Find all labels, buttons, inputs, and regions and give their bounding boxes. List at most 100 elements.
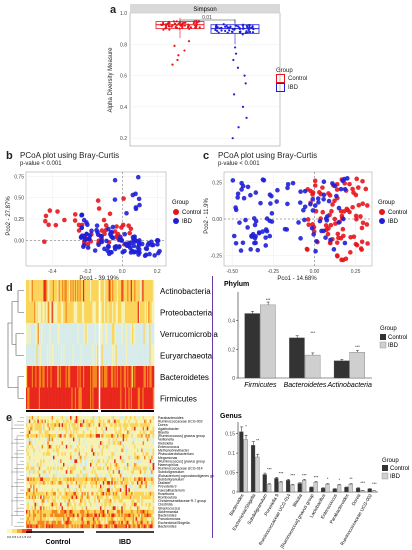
heatmap-cell bbox=[72, 455, 75, 460]
heatmap-cell bbox=[87, 524, 89, 529]
heatmap-cell bbox=[141, 462, 143, 467]
heatmap-cell bbox=[108, 462, 111, 467]
ibd-point bbox=[235, 195, 240, 200]
heatmap-cell bbox=[136, 499, 139, 503]
heatmap-cell bbox=[131, 366, 134, 388]
heatmap-cell bbox=[115, 473, 118, 478]
ibd-point bbox=[85, 245, 91, 250]
heatmap-cell bbox=[71, 477, 74, 482]
heatmap-cell bbox=[36, 301, 38, 323]
heatmap-cell bbox=[47, 452, 50, 456]
heatmap-cell bbox=[34, 416, 37, 420]
heatmap-cell bbox=[148, 437, 151, 442]
heatmap-cell bbox=[109, 323, 112, 345]
ibd-point bbox=[252, 222, 258, 228]
heatmap-cell bbox=[144, 323, 147, 345]
heatmap-cell bbox=[94, 430, 96, 435]
heatmap-cell bbox=[139, 452, 142, 456]
heatmap-cell bbox=[78, 520, 81, 525]
heatmap-cell bbox=[28, 416, 31, 420]
heatmap-cell bbox=[93, 323, 95, 345]
heatmap-cell bbox=[138, 484, 141, 489]
heatmap-cell bbox=[142, 506, 145, 511]
heatmap-cell bbox=[47, 419, 50, 424]
heatmap-cell bbox=[30, 491, 32, 496]
heatmap-cell bbox=[118, 444, 121, 449]
heatmap-cell bbox=[38, 441, 41, 446]
heatmap-cell bbox=[118, 477, 121, 482]
heatmap-cell bbox=[88, 448, 91, 453]
heatmap-cell bbox=[81, 488, 84, 493]
heatmap-cell bbox=[70, 323, 72, 345]
heatmap-cell bbox=[50, 455, 52, 460]
heatmap-cell bbox=[37, 513, 40, 518]
heatmap-cell bbox=[132, 491, 135, 496]
heatmap-cell bbox=[54, 441, 57, 446]
heatmap-cell bbox=[67, 491, 69, 496]
heatmap-cell bbox=[131, 419, 133, 424]
heatmap-cell bbox=[128, 462, 131, 467]
heatmap-cell bbox=[147, 387, 149, 409]
heatmap-cell bbox=[102, 477, 105, 482]
heatmap-cell bbox=[121, 481, 124, 485]
heatmap-cell bbox=[128, 301, 130, 323]
heatmap-cell bbox=[149, 344, 151, 366]
heatmap-cell bbox=[121, 323, 123, 345]
heatmap-cell bbox=[142, 491, 145, 496]
heatmap-cell bbox=[44, 524, 47, 529]
heatmap-cell bbox=[132, 466, 135, 471]
heatmap-cell bbox=[50, 434, 52, 438]
heatmap-cell bbox=[92, 491, 95, 496]
heatmap-cell bbox=[134, 520, 136, 525]
heatmap-cell bbox=[90, 488, 92, 493]
heatmap-cell bbox=[114, 344, 116, 366]
heatmap-cell bbox=[52, 280, 55, 302]
heatmap-cell bbox=[146, 509, 149, 514]
control-bar bbox=[239, 431, 244, 493]
heatmap-cell bbox=[124, 448, 126, 453]
heatmap-cell bbox=[92, 366, 94, 388]
heatmap-cell bbox=[47, 441, 50, 446]
heatmap-cell bbox=[78, 434, 81, 438]
heatmap-cell bbox=[99, 491, 102, 496]
heatmap-cell bbox=[48, 455, 51, 460]
heatmap-cell bbox=[87, 434, 89, 438]
heatmap-cell bbox=[119, 509, 122, 514]
heatmap-cell bbox=[121, 366, 123, 388]
genus-row-label: Phascolarctobacterium bbox=[158, 452, 194, 456]
heatmap-cell bbox=[99, 416, 102, 420]
heatmap-cell bbox=[149, 488, 152, 493]
heatmap-cell bbox=[64, 499, 67, 503]
heatmap-cell bbox=[56, 366, 58, 388]
heatmap-cell bbox=[92, 434, 95, 438]
heatmap-cell bbox=[28, 491, 31, 496]
heatmap-cell bbox=[55, 452, 58, 456]
heatmap-cell bbox=[27, 466, 30, 471]
heatmap-cell bbox=[131, 466, 133, 471]
heatmap-cell bbox=[139, 499, 142, 503]
control-bar bbox=[297, 483, 302, 493]
heatmap-cell bbox=[102, 387, 105, 409]
heatmap-cell bbox=[84, 387, 86, 409]
heatmap-cell bbox=[117, 466, 119, 471]
control-point bbox=[353, 213, 359, 219]
legend-d-control: Control bbox=[388, 335, 407, 341]
genus-title: Genus bbox=[220, 413, 242, 420]
heatmap-cell bbox=[129, 280, 132, 302]
heatmap-cell bbox=[82, 509, 85, 514]
heatmap-cell bbox=[65, 491, 68, 496]
heatmap-cell bbox=[33, 517, 35, 521]
heatmap-cell bbox=[71, 423, 74, 428]
heatmap-cell bbox=[28, 459, 31, 464]
heatmap-cell bbox=[87, 366, 90, 388]
heatmap-cell bbox=[108, 441, 111, 446]
ibd-point bbox=[328, 237, 333, 243]
heatmap-cell bbox=[61, 491, 64, 496]
heatmap-cell bbox=[39, 344, 42, 366]
heatmap-cell bbox=[44, 470, 47, 475]
heatmap-cell bbox=[48, 509, 51, 514]
heatmap-cell bbox=[145, 466, 148, 471]
heatmap-cell bbox=[47, 423, 50, 428]
heatmap-cell bbox=[136, 444, 139, 449]
heatmap-cell bbox=[83, 280, 85, 302]
